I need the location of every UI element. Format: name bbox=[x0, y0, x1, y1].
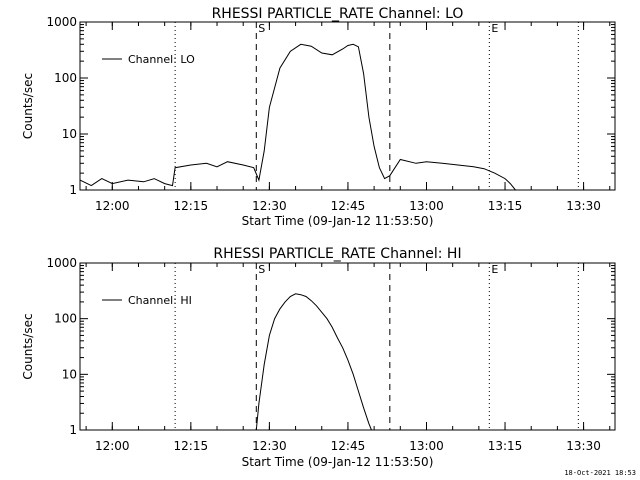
y-tick-label: 1000 bbox=[46, 256, 77, 270]
x-tick-label: 13:15 bbox=[488, 199, 523, 213]
series-line bbox=[79, 43, 516, 191]
x-tick-label: 12:45 bbox=[331, 199, 366, 213]
legend-label: Channel: LO bbox=[128, 53, 195, 66]
x-tick-label: 13:00 bbox=[409, 199, 444, 213]
x-tick-label: 12:00 bbox=[95, 439, 130, 453]
y-tick-label: 10 bbox=[62, 367, 77, 381]
x-tick-label: 13:30 bbox=[566, 439, 601, 453]
x-tick-label: 13:00 bbox=[409, 439, 444, 453]
chart-title: RHESSI PARTICLE_RATE Channel: LO bbox=[212, 6, 464, 22]
event-line-label: S bbox=[258, 22, 265, 35]
plot-frame bbox=[79, 262, 616, 431]
plot-frame bbox=[79, 21, 616, 191]
event-line-label: E bbox=[491, 22, 498, 35]
series-line bbox=[255, 293, 372, 431]
y-tick-label: 100 bbox=[54, 312, 77, 326]
y-axis-label: Counts/sec bbox=[21, 313, 35, 379]
event-line-label: E bbox=[491, 263, 498, 276]
event-line-label: S bbox=[258, 263, 265, 276]
y-axis-label: Counts/sec bbox=[21, 73, 35, 139]
chart-panel-0: RHESSI PARTICLE_RATE Channel: LO Counts/s… bbox=[21, 6, 616, 228]
x-tick-label: 12:45 bbox=[331, 439, 366, 453]
legend-label: Channel: HI bbox=[128, 294, 192, 307]
y-tick-label: 1000 bbox=[46, 15, 77, 29]
x-tick-label: 13:15 bbox=[488, 439, 523, 453]
x-tick-label: 13:30 bbox=[566, 199, 601, 213]
x-tick-label: 12:00 bbox=[95, 199, 130, 213]
x-tick-label: 12:15 bbox=[174, 199, 209, 213]
y-tick-label: 100 bbox=[54, 71, 77, 85]
x-tick-label: 12:15 bbox=[174, 439, 209, 453]
x-tick-label: 12:30 bbox=[252, 199, 287, 213]
y-tick-label: 1 bbox=[69, 183, 77, 197]
x-axis-label: Start Time (09-Jan-12 11:53:50) bbox=[242, 455, 434, 469]
y-tick-label: 1 bbox=[69, 423, 77, 437]
x-axis-label: Start Time (09-Jan-12 11:53:50) bbox=[242, 214, 434, 228]
y-tick-label: 10 bbox=[62, 127, 77, 141]
chart-title: RHESSI PARTICLE_RATE Channel: HI bbox=[213, 246, 461, 262]
timestamp-footer: 18-Oct-2021 18:53 bbox=[564, 469, 636, 477]
x-tick-label: 12:30 bbox=[252, 439, 287, 453]
chart-panel-1: RHESSI PARTICLE_RATE Channel: HI Counts/s… bbox=[21, 246, 616, 469]
